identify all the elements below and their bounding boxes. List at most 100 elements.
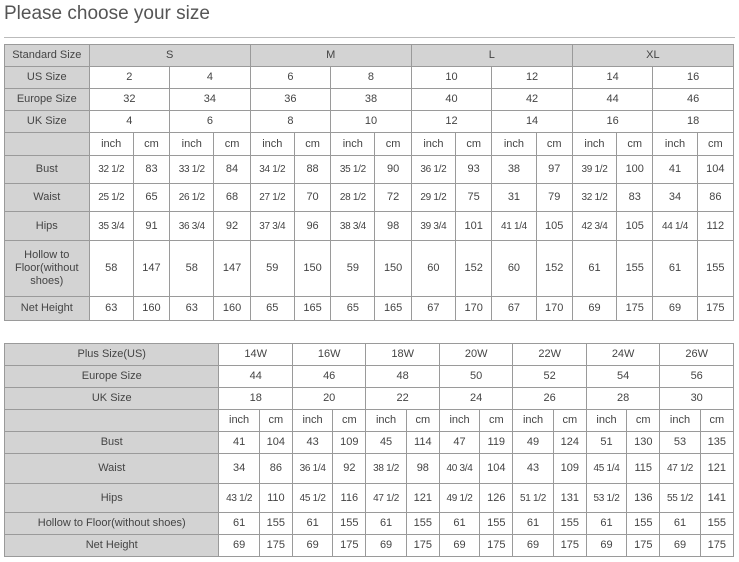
- measure-cell: 150: [293, 240, 332, 297]
- measure-cell: 101: [455, 211, 493, 241]
- row-label: Waist: [4, 183, 90, 212]
- unit-header: inch: [249, 132, 295, 156]
- size-cell: 22W: [512, 343, 587, 366]
- unit-header: cm: [405, 409, 440, 432]
- size-cell: 20: [291, 387, 367, 410]
- table-row: UK Size 18 20 22 24 26 28 30: [3, 387, 734, 410]
- table-row: Plus Size(US) 14W 16W 18W 20W 22W 24W 26W: [3, 343, 734, 366]
- measure-cell: 51: [585, 431, 628, 454]
- unit-header: inch: [218, 409, 260, 432]
- measure-cell: 112: [696, 211, 735, 241]
- measure-cell: 38: [491, 155, 537, 184]
- unit-header: inch: [365, 409, 407, 432]
- unit-header: cm: [374, 132, 412, 156]
- table-row: Standard Size S M L XL: [4, 44, 735, 67]
- table-row: Hollow to Floor(without shoes) 58 147 58 147…: [4, 240, 735, 297]
- size-cell: 10: [330, 110, 412, 133]
- measure-cell: 155: [626, 512, 661, 535]
- measure-cell: 53 1/2: [585, 483, 628, 513]
- measure-cell: 147: [132, 240, 171, 297]
- measure-cell: 39 3/4: [410, 211, 457, 241]
- measure-cell: 61: [291, 512, 334, 535]
- measure-cell: 141: [699, 483, 735, 513]
- unit-header: inch: [88, 132, 134, 156]
- table-row: Waist 34 86 36 1/4 92 38 1/2 98 40 3/4 104 43 109 4…: [3, 453, 735, 484]
- measure-cell: 175: [258, 534, 293, 557]
- measure-cell: 36 3/4: [169, 211, 215, 241]
- measure-cell: 41: [652, 155, 698, 184]
- size-cell: 56: [659, 365, 734, 388]
- measure-cell: 131: [552, 483, 587, 513]
- size-cell: 32: [88, 88, 171, 111]
- measure-cell: 32 1/2: [88, 155, 134, 184]
- measure-cell: 49: [512, 431, 554, 454]
- plus-size-table: Plus Size(US) 14W 16W 18W 20W 22W 24W 26W Europe…: [3, 343, 735, 557]
- size-cell: 28: [585, 387, 661, 410]
- table-row: Bust 32 1/2 83 33 1/2 84 34 1/2 88 35 1/2 90 36 1…: [4, 155, 735, 184]
- measure-cell: 91: [132, 211, 171, 241]
- table-row: Hips 43 1/2 110 45 1/2 116 47 1/2 121 49 1/2 126…: [3, 483, 735, 513]
- measure-cell: 68: [213, 183, 251, 212]
- measure-cell: 83: [132, 155, 171, 184]
- size-cell: 20W: [438, 343, 514, 366]
- measure-cell: 97: [535, 155, 573, 184]
- measure-cell: 44 1/4: [652, 211, 698, 241]
- size-cell: 46: [652, 88, 734, 111]
- measure-cell: 104: [479, 453, 514, 484]
- size-cell: 46: [291, 365, 367, 388]
- size-cell: 34: [169, 88, 251, 111]
- size-cell: 40: [410, 88, 493, 111]
- size-cell: 18W: [365, 343, 440, 366]
- size-cell: 52: [512, 365, 587, 388]
- measure-cell: 59: [249, 240, 295, 297]
- unit-header: cm: [552, 409, 587, 432]
- measure-cell: 170: [455, 296, 493, 321]
- measure-cell: 41 1/4: [491, 211, 537, 241]
- measure-cell: 93: [455, 155, 493, 184]
- measure-cell: 175: [699, 534, 735, 557]
- table-row: Hips 35 3/4 91 36 3/4 92 37 3/4 96 38 3/4 98 39 3…: [4, 211, 735, 241]
- measure-cell: 69: [652, 296, 698, 321]
- unit-header: inch: [512, 409, 554, 432]
- measure-cell: 175: [332, 534, 367, 557]
- unit-header: cm: [699, 409, 735, 432]
- row-label: Hollow to Floor(without shoes): [4, 240, 90, 297]
- measure-cell: 147: [213, 240, 251, 297]
- measure-cell: 34 1/2: [249, 155, 295, 184]
- measure-cell: 61: [659, 512, 701, 535]
- size-cell: 12: [410, 110, 493, 133]
- row-label: Europe Size: [3, 365, 220, 388]
- measure-cell: 105: [535, 211, 573, 241]
- measure-cell: 116: [332, 483, 367, 513]
- measure-cell: 61: [512, 512, 554, 535]
- unit-header: cm: [535, 132, 573, 156]
- measure-cell: 43: [291, 431, 334, 454]
- measure-cell: 96: [293, 211, 332, 241]
- measure-cell: 175: [626, 534, 661, 557]
- size-header: L: [410, 44, 573, 67]
- table-row: inch cm inch cm inch cm inch cm inch cm inch cm inch…: [4, 132, 735, 156]
- measure-cell: 53: [659, 431, 701, 454]
- table-row: Net Height 63 160 63 160 65 165 65 165 67 170 67 170…: [4, 296, 735, 321]
- measure-cell: 124: [552, 431, 587, 454]
- table-row: Hollow to Floor(without shoes) 61 155 61 155…: [3, 512, 735, 535]
- measure-cell: 69: [291, 534, 334, 557]
- unit-header: inch: [585, 409, 628, 432]
- measure-cell: 61: [571, 240, 618, 297]
- measure-cell: 35 3/4: [88, 211, 134, 241]
- size-cell: 10: [410, 66, 493, 89]
- measure-cell: 61: [585, 512, 628, 535]
- unit-header: cm: [293, 132, 332, 156]
- size-cell: 4: [169, 66, 251, 89]
- measure-cell: 155: [616, 240, 654, 297]
- measure-cell: 86: [258, 453, 293, 484]
- row-label: Hips: [4, 211, 90, 241]
- size-cell: 14: [491, 110, 573, 133]
- measure-cell: 27 1/2: [249, 183, 295, 212]
- row-label: Standard Size: [4, 44, 90, 67]
- measure-cell: 165: [293, 296, 332, 321]
- size-cell: 26W: [659, 343, 734, 366]
- measure-cell: 92: [332, 453, 367, 484]
- measure-cell: 45: [365, 431, 407, 454]
- measure-cell: 136: [626, 483, 661, 513]
